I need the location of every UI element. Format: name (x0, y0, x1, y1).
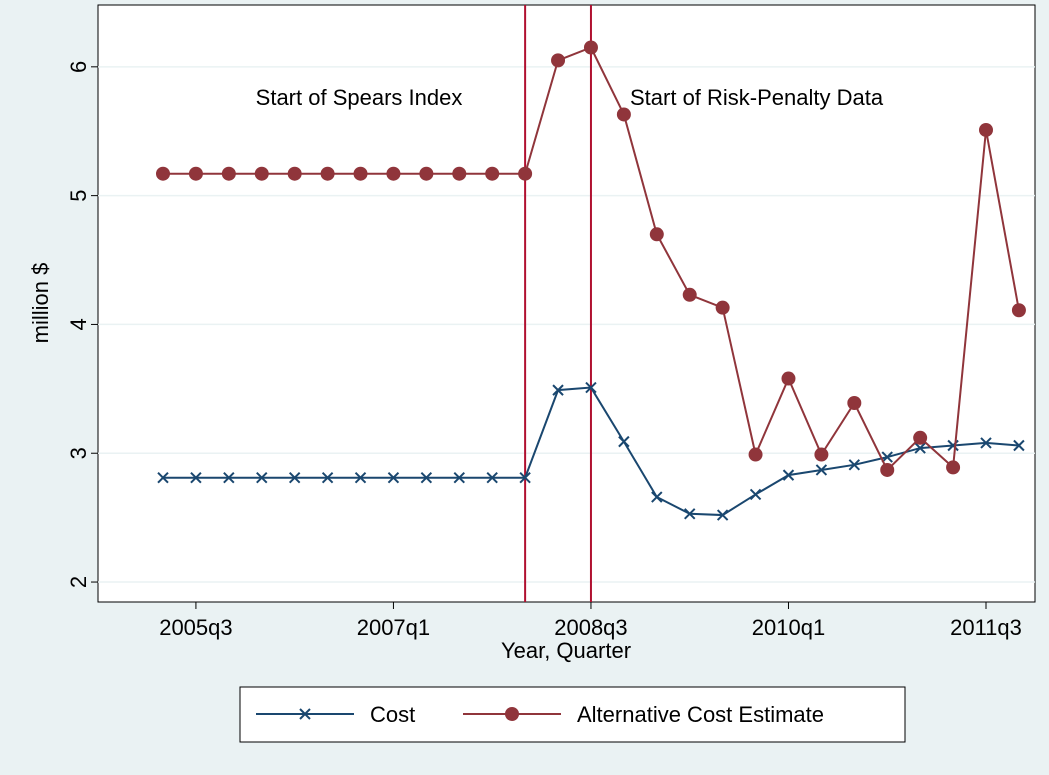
point (1013, 439, 1025, 452)
point (649, 227, 664, 242)
x-tick-label: 2010q1 (752, 615, 825, 640)
point (190, 471, 202, 484)
point (223, 471, 235, 484)
point (815, 464, 828, 476)
point (156, 166, 170, 181)
y-tick-label: 6 (66, 61, 91, 73)
point (321, 471, 334, 484)
point (979, 122, 993, 137)
point (881, 451, 893, 463)
point (552, 384, 564, 396)
x-tick-label: 2007q1 (357, 615, 430, 640)
point (749, 488, 762, 501)
point (551, 53, 566, 68)
y-tick-label: 4 (66, 318, 91, 330)
annotation: Start of Spears Index (256, 85, 463, 110)
point (420, 471, 433, 484)
point (320, 166, 335, 181)
point (485, 166, 500, 181)
point (519, 471, 531, 484)
point (715, 300, 730, 315)
annotation: Start of Risk-Penalty Data (630, 85, 884, 110)
point (980, 437, 992, 449)
x-tick-label: 2011q3 (950, 615, 1022, 640)
x-axis-label: Year, Quarter (501, 638, 631, 663)
point (716, 509, 729, 521)
point (748, 447, 763, 462)
point (585, 381, 597, 394)
point (616, 107, 631, 122)
point (353, 166, 368, 181)
legend-label: Alternative Cost Estimate (577, 702, 824, 727)
point (946, 460, 961, 475)
point (651, 491, 663, 503)
point (913, 430, 928, 445)
point (387, 471, 400, 484)
point (287, 166, 302, 181)
point (254, 166, 269, 181)
plot-area (97, 4, 1036, 603)
point (682, 287, 697, 302)
point (486, 471, 498, 484)
point (880, 462, 895, 477)
point (684, 508, 696, 520)
point (288, 471, 301, 484)
point (221, 166, 236, 181)
point (782, 469, 795, 481)
point (157, 471, 169, 484)
point (419, 166, 434, 181)
point (453, 471, 465, 484)
y-tick-label: 3 (66, 447, 91, 459)
point (914, 442, 926, 454)
point (848, 459, 861, 471)
point (386, 166, 401, 181)
x-tick-label: 2008q3 (554, 615, 627, 640)
legend-marker (299, 708, 311, 720)
point (518, 166, 533, 181)
point (781, 371, 796, 386)
point (354, 471, 367, 484)
y-tick-label: 5 (66, 190, 91, 202)
point (452, 166, 467, 181)
point (814, 447, 829, 462)
point (188, 166, 203, 181)
point (618, 435, 630, 448)
y-tick-label: 2 (66, 576, 91, 588)
point (256, 471, 268, 484)
point (1011, 303, 1026, 318)
point (847, 396, 862, 410)
x-tick-label: 2005q3 (159, 615, 232, 640)
legend-marker (505, 707, 519, 721)
point (583, 40, 598, 55)
y-axis-label: million $ (28, 263, 53, 344)
legend-label: Cost (370, 702, 415, 727)
